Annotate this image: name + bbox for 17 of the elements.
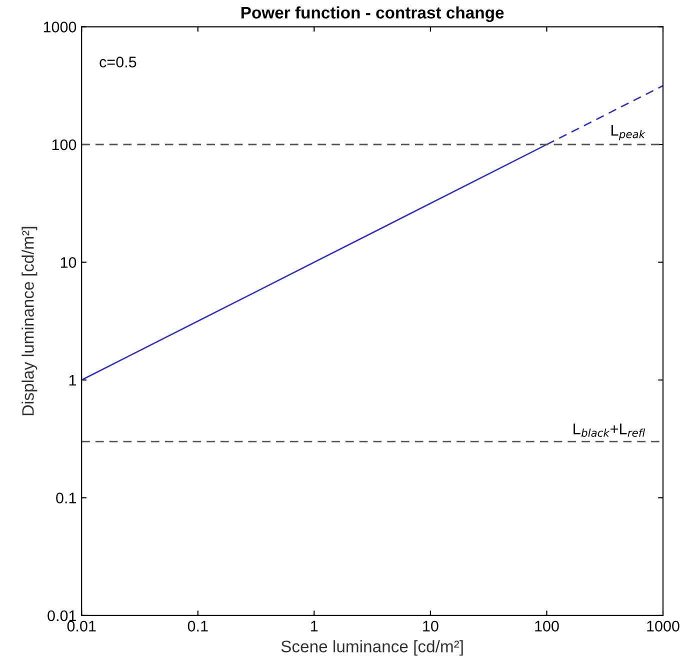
ref-line-label: L$_{black}$+L$_{refl}$ xyxy=(574,424,646,437)
y-tick-label: 10 xyxy=(60,257,76,268)
y-tick-label: 100 xyxy=(52,139,76,150)
x-tick-label: 100 xyxy=(535,620,559,632)
x-tick-label: 1000 xyxy=(647,620,680,632)
annotation: c=0.5 xyxy=(100,56,136,68)
x-tick-label: 0.1 xyxy=(188,620,208,632)
x-axis-title: Scene luminance [cd/m²] xyxy=(281,640,463,656)
y-tick-label: 1 xyxy=(69,375,76,386)
x-tick-label: 10 xyxy=(423,620,438,632)
x-tick-label: 1 xyxy=(311,620,318,632)
y-tick-label: 1000 xyxy=(44,22,76,32)
y-axis-title: Display luminance [cd/m²] xyxy=(22,226,38,416)
ref-line-label: L$_{peak}$ xyxy=(612,125,646,140)
y-tick-label: 0.01 xyxy=(48,610,76,622)
y-tick-label: 0.1 xyxy=(56,492,76,504)
chart-title: Power function - contrast change xyxy=(241,6,504,22)
